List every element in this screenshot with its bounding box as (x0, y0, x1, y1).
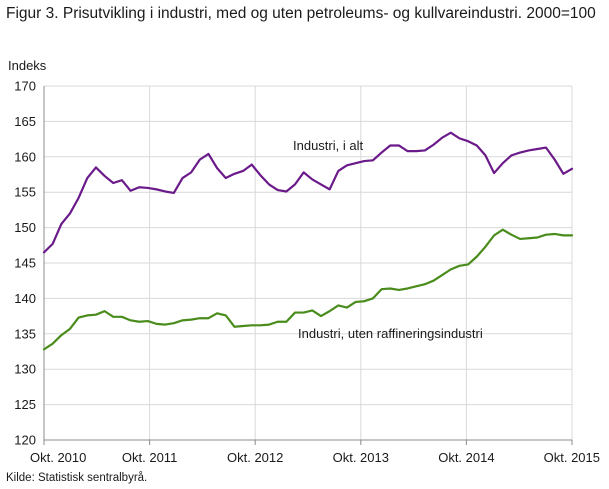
x-tick-label: Okt. 2012 (227, 450, 283, 465)
x-tick-label: Okt. 2015 (544, 450, 600, 465)
x-tick-label: Okt. 2011 (122, 450, 177, 465)
series-line-0 (42, 131, 574, 254)
axes (43, 86, 573, 445)
y-tick-label: 155 (14, 185, 36, 200)
y-axis-label: Indeks (8, 58, 47, 73)
y-tick-label: 170 (14, 79, 36, 94)
series-annotations: Industri, i alt Industri, uten raffineri… (293, 138, 483, 341)
y-tick-label: 130 (14, 362, 36, 377)
x-tick-label: Okt. 2013 (333, 450, 389, 465)
gridlines (44, 85, 573, 440)
chart-title: Figur 3. Prisutvikling i industri, med o… (6, 5, 596, 22)
x-tick-label: Okt. 2010 (30, 450, 86, 465)
y-tick-label: 150 (14, 220, 36, 235)
series-label-industri-i-alt: Industri, i alt (293, 138, 363, 153)
y-tick-label: 120 (14, 433, 36, 448)
series-label-industri-uten-raffinering: Industri, uten raffineringsindustri (298, 326, 483, 341)
series-lines (42, 131, 574, 351)
y-tick-label: 160 (14, 149, 36, 164)
line-chart: Indeks 120 125 130 135 140 145 150 155 160 165 170… (8, 58, 600, 465)
source-note: Kilde: Statistisk sentralbyrå. (6, 472, 148, 484)
series-line-1 (42, 228, 574, 351)
y-tick-labels: 120 125 130 135 140 145 150 155 160 165 170 (14, 79, 36, 448)
y-tick-label: 165 (14, 114, 36, 129)
x-tick-labels: Okt. 2010 Okt. 2011 Okt. 2012 Okt. 2013 Okt.… (30, 450, 600, 465)
y-tick-label: 135 (14, 326, 36, 341)
y-tick-label: 125 (14, 397, 36, 412)
y-tick-label: 145 (14, 256, 36, 271)
x-tick-label: Okt. 2014 (438, 450, 494, 465)
y-tick-label: 140 (14, 291, 36, 306)
